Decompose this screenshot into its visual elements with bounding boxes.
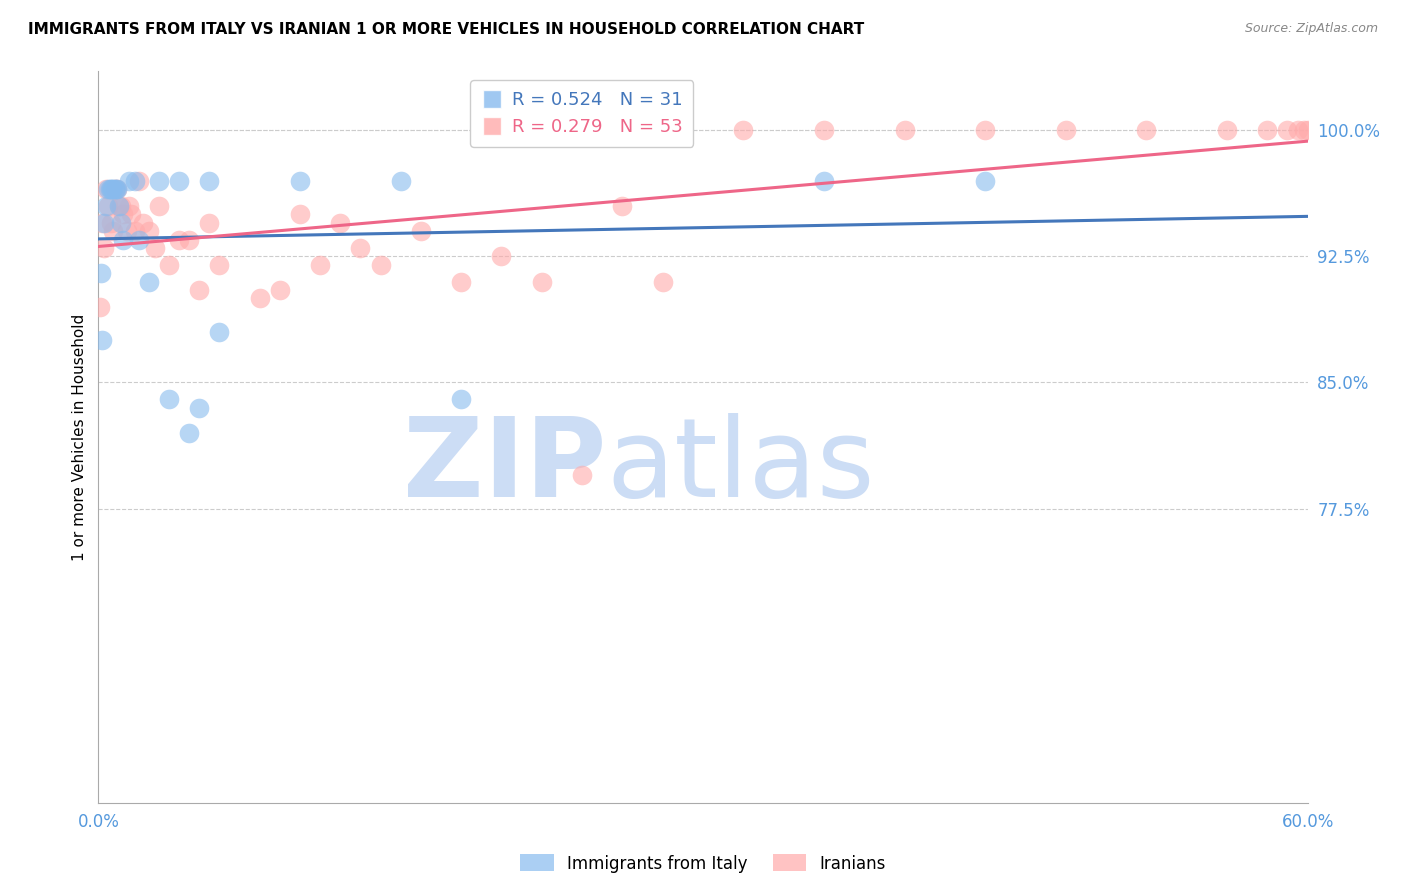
- Point: [101, 182, 124, 196]
- Point: [249, 291, 271, 305]
- Point: [813, 174, 835, 188]
- Point: [118, 199, 141, 213]
- Point: [101, 224, 124, 238]
- Point: [651, 275, 673, 289]
- Point: [143, 241, 166, 255]
- Point: [1292, 123, 1315, 137]
- Point: [93, 241, 115, 255]
- Point: [138, 275, 160, 289]
- Point: [128, 174, 150, 188]
- Point: [188, 283, 211, 297]
- Point: [409, 224, 432, 238]
- Point: [1296, 123, 1319, 137]
- Point: [107, 199, 129, 213]
- Point: [974, 123, 997, 137]
- Text: atlas: atlas: [606, 413, 875, 520]
- Point: [90, 266, 112, 280]
- Point: [132, 216, 155, 230]
- Point: [974, 174, 997, 188]
- Point: [157, 258, 180, 272]
- Point: [733, 123, 755, 137]
- Point: [288, 174, 311, 188]
- Point: [450, 275, 472, 289]
- Point: [104, 182, 127, 196]
- Text: ZIP: ZIP: [404, 413, 606, 520]
- Point: [179, 233, 201, 247]
- Point: [138, 224, 160, 238]
- Text: Source: ZipAtlas.com: Source: ZipAtlas.com: [1244, 22, 1378, 36]
- Point: [98, 182, 121, 196]
- Point: [91, 334, 114, 348]
- Point: [105, 182, 128, 196]
- Point: [124, 224, 146, 238]
- Point: [100, 182, 122, 196]
- Point: [491, 249, 513, 263]
- Point: [103, 182, 125, 196]
- Point: [208, 258, 231, 272]
- Point: [571, 467, 593, 482]
- Point: [115, 224, 138, 238]
- Point: [91, 216, 114, 230]
- Point: [1054, 123, 1077, 137]
- Point: [1135, 123, 1157, 137]
- Y-axis label: 1 or more Vehicles in Household: 1 or more Vehicles in Household: [72, 313, 87, 561]
- Point: [107, 199, 129, 213]
- Point: [269, 283, 291, 297]
- Point: [179, 425, 201, 440]
- Point: [288, 207, 311, 221]
- Point: [110, 199, 132, 213]
- Point: [1286, 123, 1309, 137]
- Point: [813, 123, 835, 137]
- Point: [111, 233, 134, 247]
- Point: [89, 300, 111, 314]
- Point: [148, 174, 170, 188]
- Point: [188, 401, 211, 415]
- Text: IMMIGRANTS FROM ITALY VS IRANIAN 1 OR MORE VEHICLES IN HOUSEHOLD CORRELATION CHA: IMMIGRANTS FROM ITALY VS IRANIAN 1 OR MO…: [28, 22, 865, 37]
- Point: [103, 182, 125, 196]
- Point: [1216, 123, 1239, 137]
- Point: [157, 392, 180, 407]
- Point: [612, 199, 634, 213]
- Point: [349, 241, 371, 255]
- Point: [148, 199, 170, 213]
- Point: [97, 199, 120, 213]
- Point: [105, 182, 128, 196]
- Point: [1256, 123, 1278, 137]
- Legend: Immigrants from Italy, Iranians: Immigrants from Italy, Iranians: [513, 847, 893, 880]
- Point: [167, 233, 190, 247]
- Point: [208, 325, 231, 339]
- Point: [128, 233, 150, 247]
- Point: [124, 174, 146, 188]
- Point: [1277, 123, 1299, 137]
- Point: [450, 392, 472, 407]
- Point: [389, 174, 412, 188]
- Legend: R = 0.524   N = 31, R = 0.279   N = 53: R = 0.524 N = 31, R = 0.279 N = 53: [470, 80, 693, 147]
- Point: [110, 216, 132, 230]
- Point: [893, 123, 915, 137]
- Point: [111, 207, 134, 221]
- Point: [198, 216, 221, 230]
- Point: [96, 199, 118, 213]
- Point: [329, 216, 352, 230]
- Point: [100, 182, 122, 196]
- Point: [120, 207, 142, 221]
- Point: [198, 174, 221, 188]
- Point: [96, 182, 118, 196]
- Point: [118, 174, 141, 188]
- Point: [93, 216, 115, 230]
- Point: [100, 216, 122, 230]
- Point: [309, 258, 332, 272]
- Point: [370, 258, 392, 272]
- Point: [167, 174, 190, 188]
- Point: [530, 275, 553, 289]
- Point: [97, 182, 120, 196]
